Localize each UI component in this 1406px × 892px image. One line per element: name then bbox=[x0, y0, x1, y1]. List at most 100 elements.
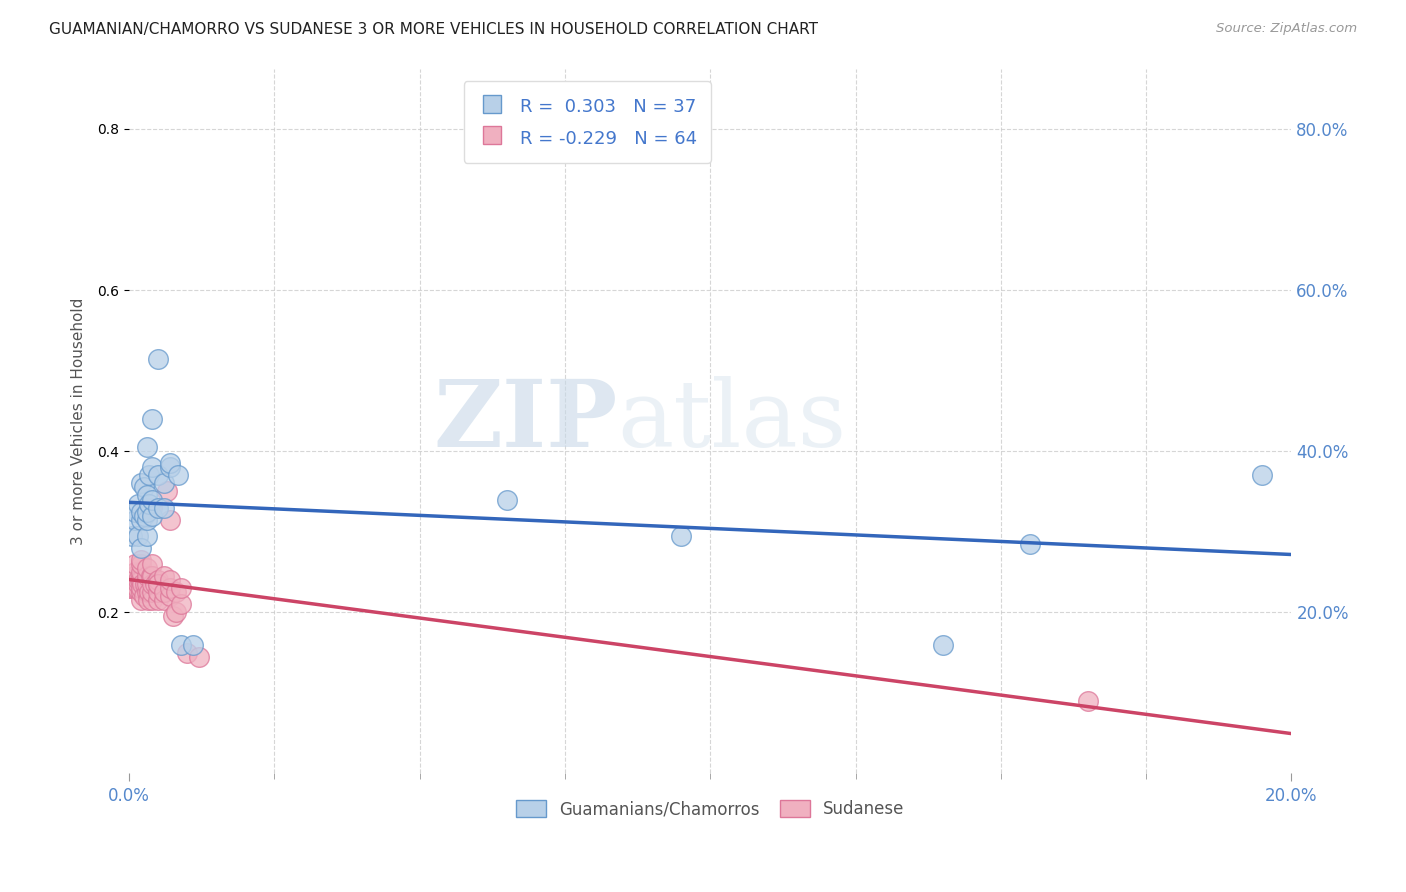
Text: ZIP: ZIP bbox=[433, 376, 617, 466]
Text: Source: ZipAtlas.com: Source: ZipAtlas.com bbox=[1216, 22, 1357, 36]
Point bbox=[932, 638, 955, 652]
Point bbox=[120, 577, 142, 591]
Point bbox=[124, 505, 146, 519]
Point bbox=[1251, 468, 1274, 483]
Point bbox=[176, 646, 198, 660]
Point bbox=[124, 577, 146, 591]
Point bbox=[141, 492, 163, 507]
Point bbox=[146, 573, 169, 587]
Point bbox=[124, 569, 146, 583]
Point bbox=[143, 577, 166, 591]
Point bbox=[124, 513, 146, 527]
Point bbox=[153, 569, 176, 583]
Point bbox=[1019, 537, 1042, 551]
Point bbox=[135, 569, 157, 583]
Point bbox=[146, 468, 169, 483]
Point bbox=[121, 529, 143, 543]
Point bbox=[135, 561, 157, 575]
Point bbox=[135, 505, 157, 519]
Point bbox=[159, 460, 181, 475]
Point bbox=[495, 492, 517, 507]
Point bbox=[138, 497, 160, 511]
Point bbox=[125, 581, 148, 595]
Point bbox=[141, 585, 163, 599]
Point bbox=[141, 569, 163, 583]
Point bbox=[127, 529, 149, 543]
Point bbox=[146, 577, 169, 591]
Point bbox=[159, 589, 181, 603]
Point bbox=[127, 497, 149, 511]
Point bbox=[135, 488, 157, 502]
Point bbox=[129, 593, 152, 607]
Point bbox=[135, 529, 157, 543]
Point bbox=[159, 513, 181, 527]
Point bbox=[122, 573, 145, 587]
Point bbox=[134, 577, 156, 591]
Point bbox=[132, 589, 155, 603]
Point bbox=[141, 412, 163, 426]
Point bbox=[124, 557, 146, 571]
Point bbox=[124, 573, 146, 587]
Point bbox=[135, 440, 157, 454]
Point bbox=[127, 577, 149, 591]
Point bbox=[159, 573, 181, 587]
Point bbox=[121, 581, 143, 595]
Point bbox=[167, 468, 190, 483]
Point bbox=[127, 573, 149, 587]
Point bbox=[138, 585, 160, 599]
Point bbox=[141, 593, 163, 607]
Point bbox=[165, 605, 187, 619]
Point bbox=[146, 351, 169, 366]
Point bbox=[132, 480, 155, 494]
Point bbox=[128, 573, 150, 587]
Point bbox=[129, 565, 152, 579]
Point bbox=[141, 557, 163, 571]
Point bbox=[129, 585, 152, 599]
Point bbox=[122, 573, 145, 587]
Point bbox=[156, 484, 179, 499]
Point bbox=[153, 500, 176, 515]
Point bbox=[1077, 694, 1099, 708]
Point bbox=[129, 541, 152, 555]
Point bbox=[153, 593, 176, 607]
Point bbox=[120, 581, 142, 595]
Y-axis label: 3 or more Vehicles in Household: 3 or more Vehicles in Household bbox=[72, 297, 86, 545]
Point bbox=[129, 553, 152, 567]
Point bbox=[141, 508, 163, 523]
Point bbox=[131, 577, 153, 591]
Point bbox=[170, 597, 193, 611]
Point bbox=[135, 500, 157, 515]
Point bbox=[153, 476, 176, 491]
Point bbox=[669, 529, 692, 543]
Point bbox=[129, 476, 152, 491]
Point bbox=[187, 649, 209, 664]
Point bbox=[159, 456, 181, 470]
Point bbox=[153, 585, 176, 599]
Point bbox=[138, 468, 160, 483]
Point bbox=[146, 577, 169, 591]
Point bbox=[136, 593, 159, 607]
Point bbox=[129, 513, 152, 527]
Point bbox=[141, 569, 163, 583]
Point bbox=[129, 557, 152, 571]
Point bbox=[165, 585, 187, 599]
Point bbox=[141, 577, 163, 591]
Point bbox=[170, 581, 193, 595]
Point bbox=[129, 573, 152, 587]
Point bbox=[146, 500, 169, 515]
Point bbox=[146, 593, 169, 607]
Point bbox=[120, 577, 142, 591]
Point bbox=[135, 577, 157, 591]
Point bbox=[121, 577, 143, 591]
Point bbox=[132, 508, 155, 523]
Point bbox=[124, 565, 146, 579]
Point bbox=[141, 500, 163, 515]
Text: atlas: atlas bbox=[617, 376, 846, 466]
Point bbox=[135, 513, 157, 527]
Point bbox=[162, 609, 184, 624]
Point bbox=[124, 569, 146, 583]
Text: GUAMANIAN/CHAMORRO VS SUDANESE 3 OR MORE VEHICLES IN HOUSEHOLD CORRELATION CHART: GUAMANIAN/CHAMORRO VS SUDANESE 3 OR MORE… bbox=[49, 22, 818, 37]
Point bbox=[181, 638, 204, 652]
Point bbox=[135, 585, 157, 599]
Point bbox=[141, 460, 163, 475]
